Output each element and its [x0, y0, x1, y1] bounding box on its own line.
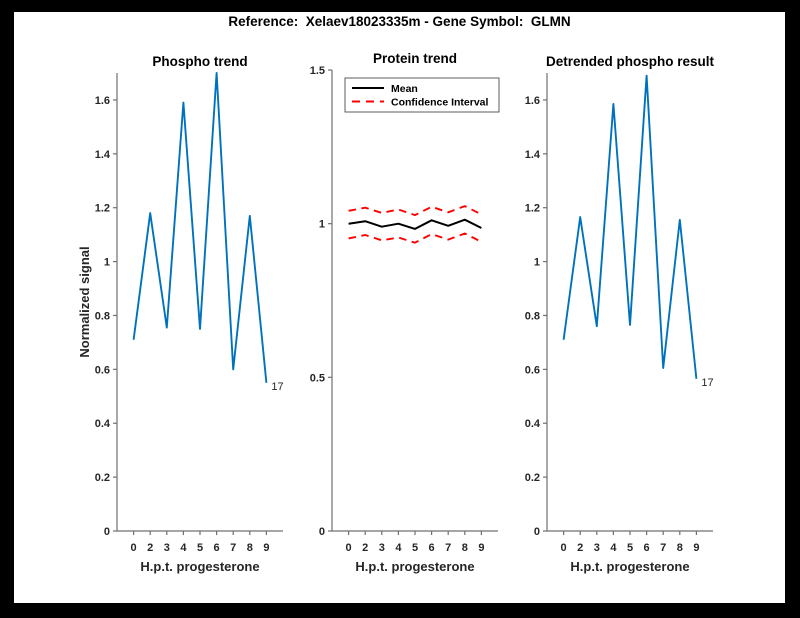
y-tick-label: 0.8 — [525, 310, 540, 322]
x-tick-label: 2 — [147, 542, 153, 554]
x-tick-label: 3 — [164, 542, 170, 554]
x-tick-label: 7 — [660, 542, 666, 554]
y-tick-label: 0.4 — [525, 418, 541, 430]
legend-entry-label: Mean — [391, 83, 418, 95]
trajectory-id-annotation: 17 — [271, 381, 283, 393]
x-tick-label: 8 — [677, 542, 683, 554]
y-tick-label: 0.2 — [95, 472, 110, 484]
subplot-detrended-phospho-result: 00.20.40.60.811.21.41.60 2 3 4 5 6 7 8 9Detrende… — [525, 54, 715, 574]
axes-spines — [331, 70, 498, 532]
x-tick-label: 9 — [693, 542, 699, 554]
y-axis-label: Normalized signal — [77, 246, 92, 357]
x-tick-label: 0 — [131, 542, 137, 554]
phospho-line — [132, 72, 268, 383]
x-tick-label: 0 — [346, 542, 352, 554]
y-tick-label: 1.6 — [95, 95, 110, 107]
x-tick-label: 4 — [610, 542, 617, 554]
legend-entry-label: Confidence Interval — [391, 96, 489, 108]
y-tick-label: 0.4 — [95, 418, 111, 430]
x-tick-label: 4 — [180, 542, 187, 554]
x-tick-label: 9 — [478, 542, 484, 554]
y-tick-label: 0.2 — [525, 472, 540, 484]
y-tick-label: 0.5 — [310, 372, 325, 384]
y-tick-label: 1.2 — [525, 203, 540, 215]
x-tick-label: 3 — [379, 542, 385, 554]
mean-line — [348, 218, 482, 230]
y-tick-label: 0 — [319, 526, 325, 538]
subplot-title: Phospho trend — [152, 54, 247, 69]
x-axis-label: H.p.t. progesterone — [355, 559, 474, 574]
y-tick-label: 0.8 — [95, 310, 110, 322]
y-tick-label: 1.4 — [525, 149, 541, 161]
trajectory-id-annotation: 17 — [701, 377, 713, 389]
x-tick-label: 5 — [197, 542, 203, 554]
figure-title: Reference: Xelaev18023335m - Gene Symbol… — [228, 14, 571, 29]
x-tick-label: 7 — [230, 542, 236, 554]
y-tick-label: 1.5 — [310, 65, 325, 77]
y-tick-label: 1.2 — [95, 203, 110, 215]
x-tick-label: 4 — [395, 542, 402, 554]
y-tick-label: 0.6 — [95, 364, 110, 376]
subplot-title: Protein trend — [373, 51, 457, 66]
x-tick-label: 8 — [462, 542, 468, 554]
x-tick-label: 9 — [263, 542, 269, 554]
ci-lower-line — [348, 232, 482, 244]
legend-box — [344, 77, 500, 113]
y-tick-label: 0.6 — [525, 364, 540, 376]
y-tick-label: 1 — [534, 257, 540, 269]
y-tick-label: 0 — [104, 526, 110, 538]
detrended-phospho-line — [562, 74, 698, 379]
y-tick-label: 1 — [104, 257, 110, 269]
x-tick-label: 6 — [429, 542, 435, 554]
x-axis-label: H.p.t. progesterone — [140, 559, 259, 574]
x-tick-label: 5 — [627, 542, 633, 554]
subplot-phospho-trend: 00.20.40.60.811.21.41.60 2 3 4 5 6 7 8 9Phospho … — [77, 54, 284, 574]
x-axis-label: H.p.t. progesterone — [570, 559, 689, 574]
subplot-title: Detrended phospho result — [546, 54, 715, 69]
x-tick-label: 2 — [577, 542, 583, 554]
x-tick-label: 7 — [445, 542, 451, 554]
x-tick-label: 2 — [362, 542, 368, 554]
x-tick-label: 3 — [594, 542, 600, 554]
x-tick-label: 5 — [412, 542, 418, 554]
x-tick-label: 0 — [561, 542, 567, 554]
y-tick-label: 0 — [534, 526, 540, 538]
y-tick-label: 1.4 — [95, 149, 111, 161]
x-tick-label: 6 — [214, 542, 220, 554]
x-tick-label: 6 — [644, 542, 650, 554]
y-tick-label: 1.6 — [525, 95, 540, 107]
y-tick-label: 1 — [319, 219, 325, 231]
ci-upper-line — [348, 205, 482, 217]
x-tick-label: 8 — [247, 542, 253, 554]
